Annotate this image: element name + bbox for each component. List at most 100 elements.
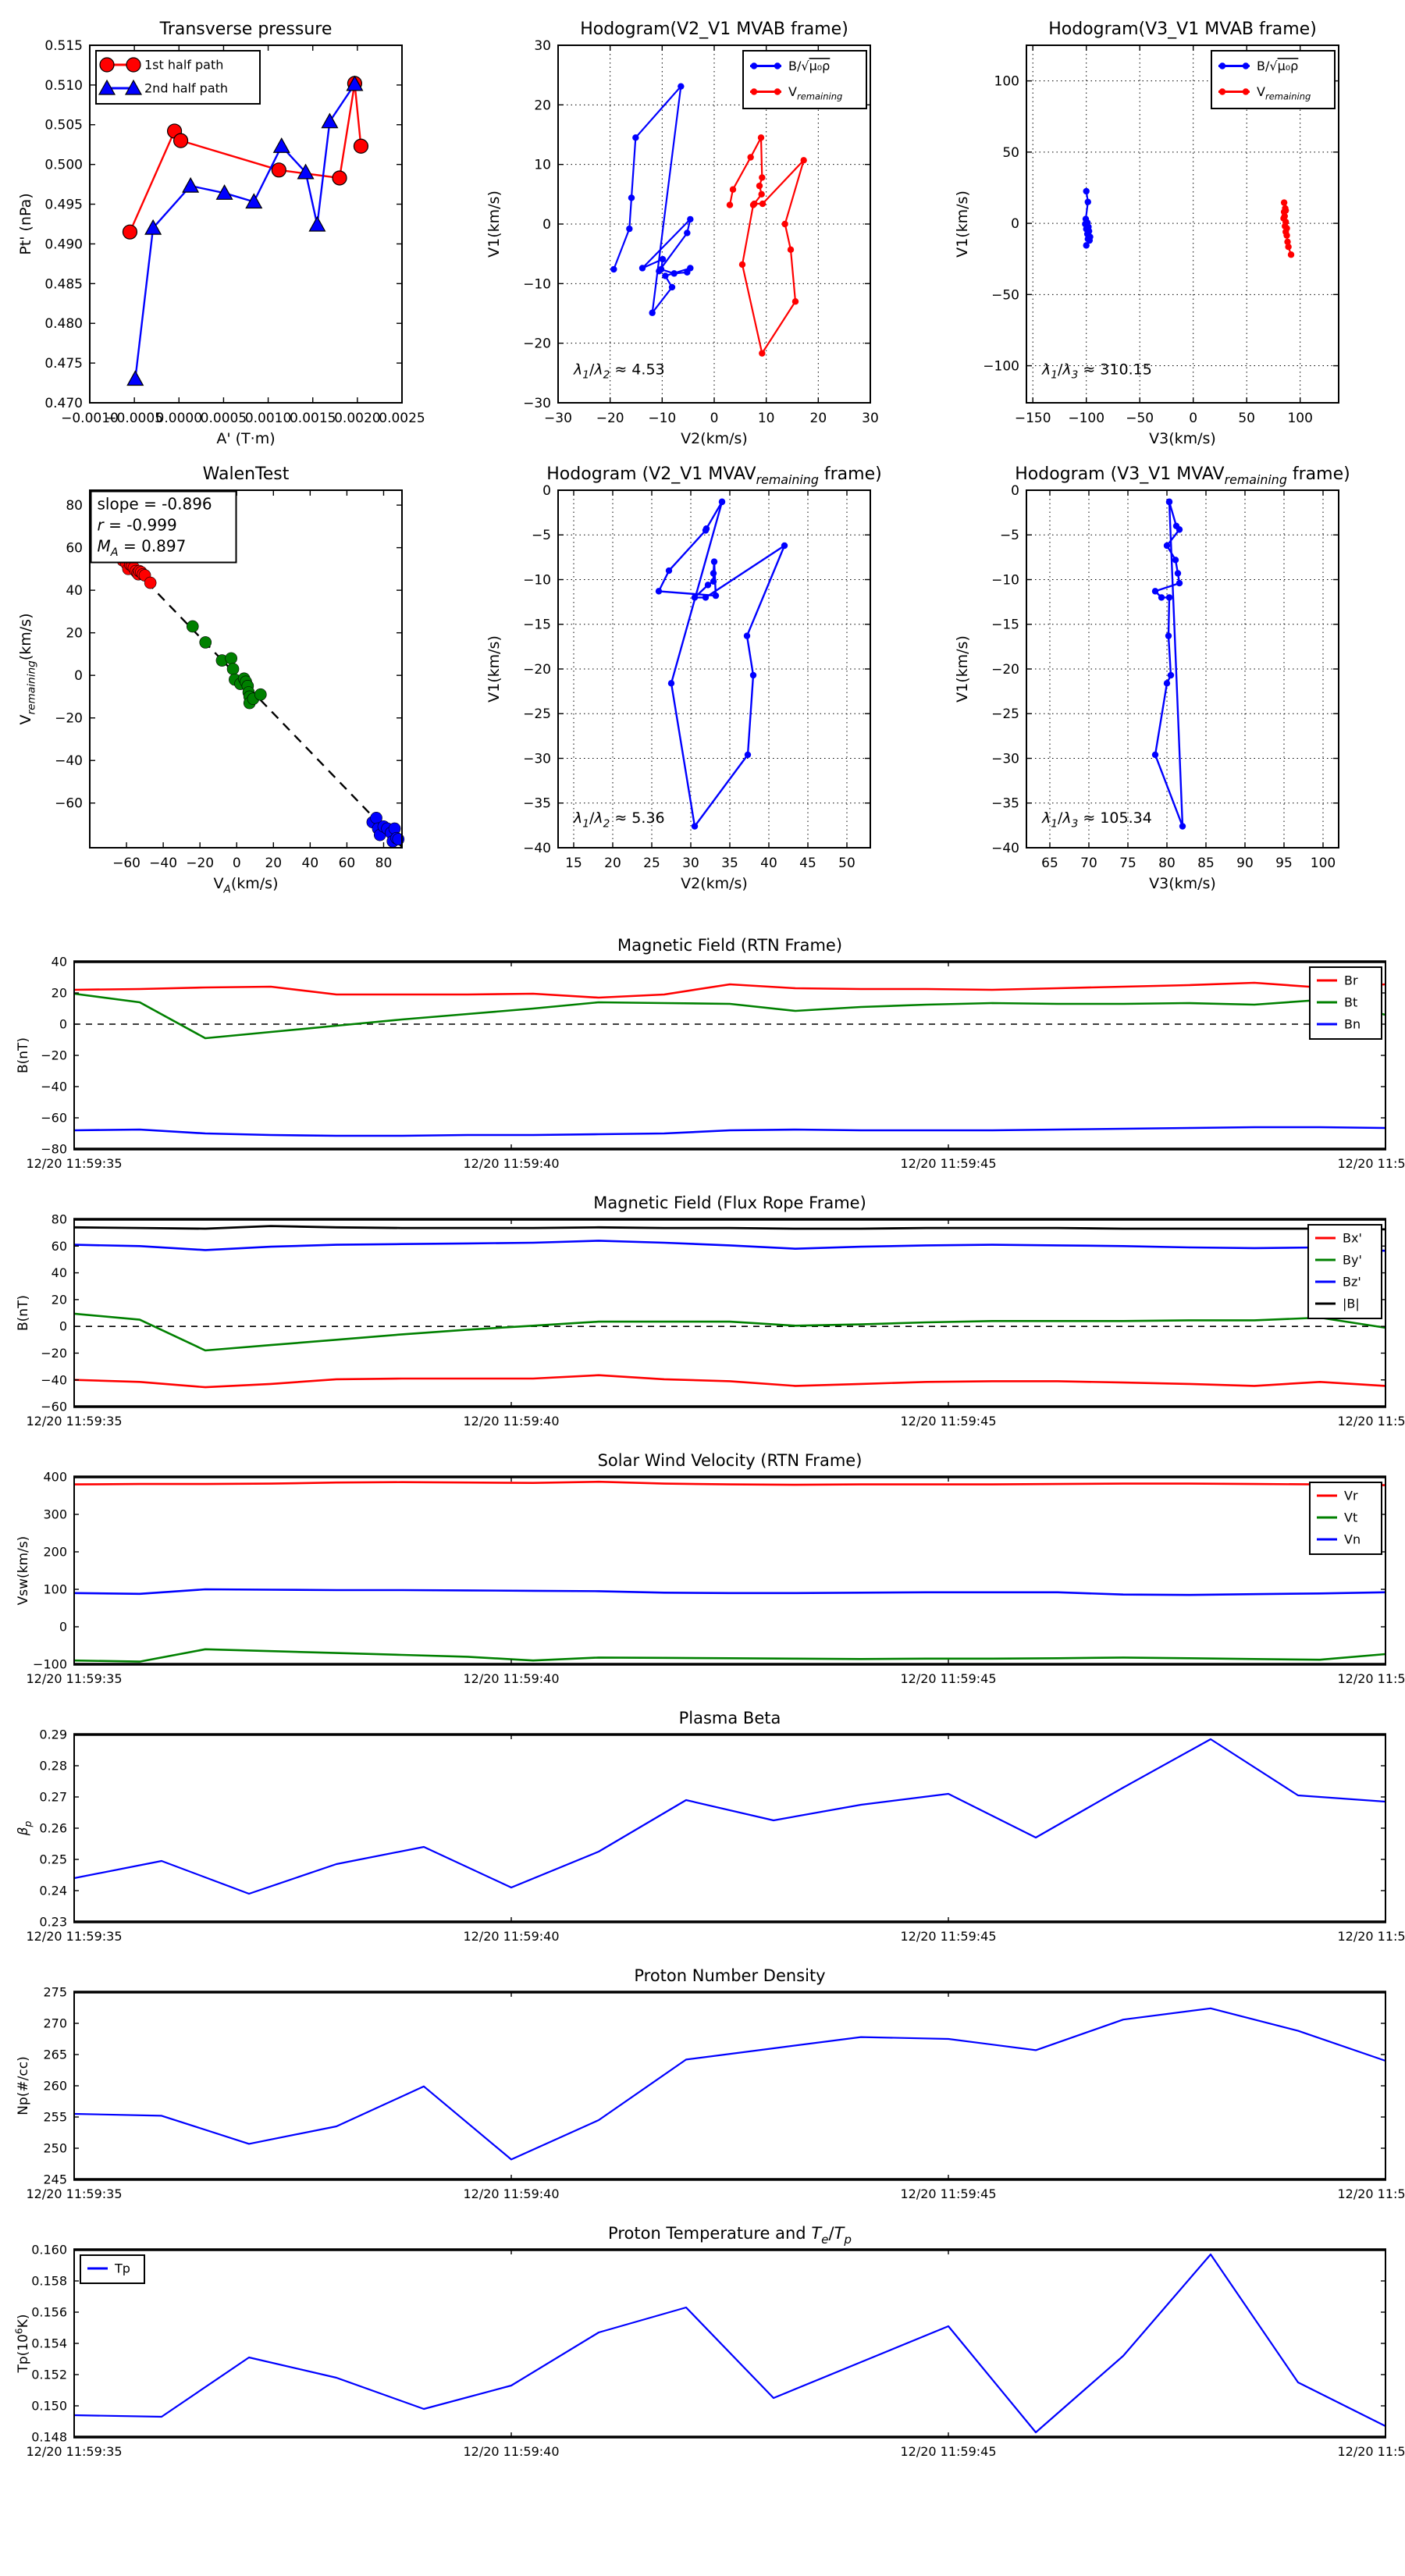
data-point bbox=[215, 184, 233, 200]
x-tick-label: 12/20 11:59:50 bbox=[1337, 1929, 1405, 1944]
y-tick-label: −5 bbox=[532, 528, 551, 543]
series-2nd-half-path bbox=[126, 75, 364, 386]
data-point bbox=[353, 138, 369, 154]
x-tick-label: 12/20 11:59:35 bbox=[26, 1414, 122, 1429]
series-vr bbox=[73, 1480, 1386, 1486]
legend-label: Bn bbox=[1344, 1017, 1361, 1032]
x-tick-label: 0.0010 bbox=[245, 411, 291, 426]
data-point bbox=[1284, 238, 1291, 246]
legend: B/√μ₀ρ Vremaining bbox=[1211, 50, 1336, 109]
y-tick-label: 0.24 bbox=[39, 1884, 67, 1898]
plot-area bbox=[74, 1219, 1385, 1407]
y-tick-label: 275 bbox=[43, 1985, 67, 2000]
data-point bbox=[712, 592, 720, 600]
y-tick-label: 100 bbox=[43, 1582, 67, 1597]
y-tick-label: 40 bbox=[52, 1265, 67, 1280]
x-tick-label: 60 bbox=[339, 856, 356, 871]
y-axis-label: B(nT) bbox=[16, 1037, 31, 1073]
series-v-remaining bbox=[726, 134, 807, 357]
x-tick-label: 50 bbox=[1238, 411, 1255, 426]
legend-label: By' bbox=[1343, 1253, 1362, 1268]
series-line bbox=[1154, 501, 1184, 827]
x-tick-label: 12/20 11:59:50 bbox=[1337, 1156, 1405, 1171]
y-tick-label: −15 bbox=[523, 617, 551, 633]
data-point bbox=[687, 215, 694, 223]
legend-label: Vr bbox=[1344, 1489, 1358, 1503]
y-tick-label: 0.29 bbox=[39, 1727, 67, 1742]
y-axis-label: Np(#/cc) bbox=[16, 2056, 31, 2115]
y-tick-label: 80 bbox=[52, 1212, 67, 1227]
figure-canvas: −0.0010 −0.0005 0.0000 0.0005 0.0010 0.0015 0.… bbox=[14, 20, 1405, 2459]
data-point bbox=[99, 57, 115, 73]
x-tick-label: 12/20 11:59:40 bbox=[463, 1671, 559, 1686]
x-tick-label: 20 bbox=[810, 411, 827, 426]
y-tick-label: −20 bbox=[991, 662, 1019, 678]
data-point bbox=[1158, 594, 1165, 601]
x-tick-label: 12/20 11:59:45 bbox=[900, 1671, 996, 1686]
x-tick-label: 30 bbox=[682, 856, 699, 871]
y-tick-label: 270 bbox=[43, 2016, 67, 2031]
y-tick-label: −40 bbox=[991, 841, 1019, 856]
data-point bbox=[710, 578, 717, 585]
x-tick-label: 75 bbox=[1119, 856, 1136, 871]
x-tick-label: 12/20 11:59:50 bbox=[1337, 2444, 1405, 2459]
info-box-line: slope = -0.896 bbox=[98, 495, 212, 514]
legend: Br Bt Bn bbox=[1309, 966, 1382, 1040]
legend-box bbox=[1211, 50, 1336, 109]
data-point bbox=[750, 62, 758, 69]
data-point bbox=[1174, 570, 1182, 577]
series-1st-half-path bbox=[122, 76, 369, 240]
x-tick-label: 35 bbox=[721, 856, 738, 871]
y-tick-label: −30 bbox=[523, 396, 551, 411]
x-tick-label: 0.0000 bbox=[156, 411, 202, 426]
y-tick-label: 0.480 bbox=[44, 316, 83, 332]
legend-box bbox=[95, 50, 261, 105]
x-tick-label: 90 bbox=[1236, 856, 1254, 871]
y-tick-label: 0.28 bbox=[39, 1759, 67, 1774]
x-tick-label: 0.0015 bbox=[290, 411, 336, 426]
chart-title: Hodogram(V3_V1 MVAB frame) bbox=[1048, 20, 1317, 39]
y-axis-label: Pt' (nPa) bbox=[17, 193, 34, 254]
y-axis-label: V1(km/s) bbox=[954, 635, 971, 703]
proton-temperature-plot: 12/20 11:59:35 12/20 11:59:40 12/20 11:59:… bbox=[14, 2224, 1405, 2459]
data-point bbox=[1084, 198, 1091, 205]
legend-label: Bz' bbox=[1343, 1275, 1361, 1290]
data-point bbox=[638, 265, 646, 272]
data-point bbox=[297, 163, 315, 180]
y-tick-label: 30 bbox=[534, 38, 551, 54]
data-point bbox=[1218, 62, 1226, 69]
data-point bbox=[626, 225, 633, 233]
series-line bbox=[73, 1312, 1386, 1352]
x-tick-label: 10 bbox=[758, 411, 775, 426]
series-line bbox=[728, 137, 805, 354]
data-point bbox=[1163, 680, 1171, 687]
info-box bbox=[90, 490, 237, 564]
legend-label: B/√μ₀ρ bbox=[788, 59, 830, 73]
plot-area bbox=[74, 962, 1385, 1149]
magnetic-field-rtn-plot: 12/20 11:59:35 12/20 11:59:40 12/20 11:59:… bbox=[16, 936, 1405, 1171]
y-tick-label: −35 bbox=[523, 796, 551, 812]
y-tick-label: 200 bbox=[43, 1545, 67, 1560]
y-tick-label: 265 bbox=[43, 2048, 67, 2062]
data-point bbox=[1167, 671, 1175, 679]
y-tick-label: 0.26 bbox=[39, 1821, 67, 1836]
y-tick-label: −10 bbox=[523, 276, 551, 292]
y-tick-label: 0.152 bbox=[31, 2368, 67, 2382]
legend-label: Br bbox=[1344, 973, 1358, 988]
x-tick-label: 20 bbox=[604, 856, 621, 871]
y-tick-label: 0.505 bbox=[44, 118, 83, 133]
data-point bbox=[182, 176, 200, 193]
series-line bbox=[73, 1225, 1386, 1231]
y-tick-label: 255 bbox=[43, 2110, 67, 2125]
lambda-annotation: λ1/λ3 ≈ 310.15 bbox=[1041, 361, 1152, 381]
series-vt bbox=[73, 1648, 1386, 1663]
data-point bbox=[1165, 594, 1173, 601]
x-tick-label: −30 bbox=[544, 411, 572, 426]
series-bx- bbox=[73, 1374, 1386, 1389]
x-tick-label: 0 bbox=[1189, 411, 1197, 426]
chart-title: Plasma Beta bbox=[679, 1709, 781, 1727]
chart-title: Hodogram (V3_V1 MVAVremaining frame) bbox=[1015, 464, 1350, 487]
data-point bbox=[126, 370, 144, 386]
y-tick-label: 0 bbox=[59, 1319, 67, 1334]
data-point bbox=[124, 79, 143, 95]
